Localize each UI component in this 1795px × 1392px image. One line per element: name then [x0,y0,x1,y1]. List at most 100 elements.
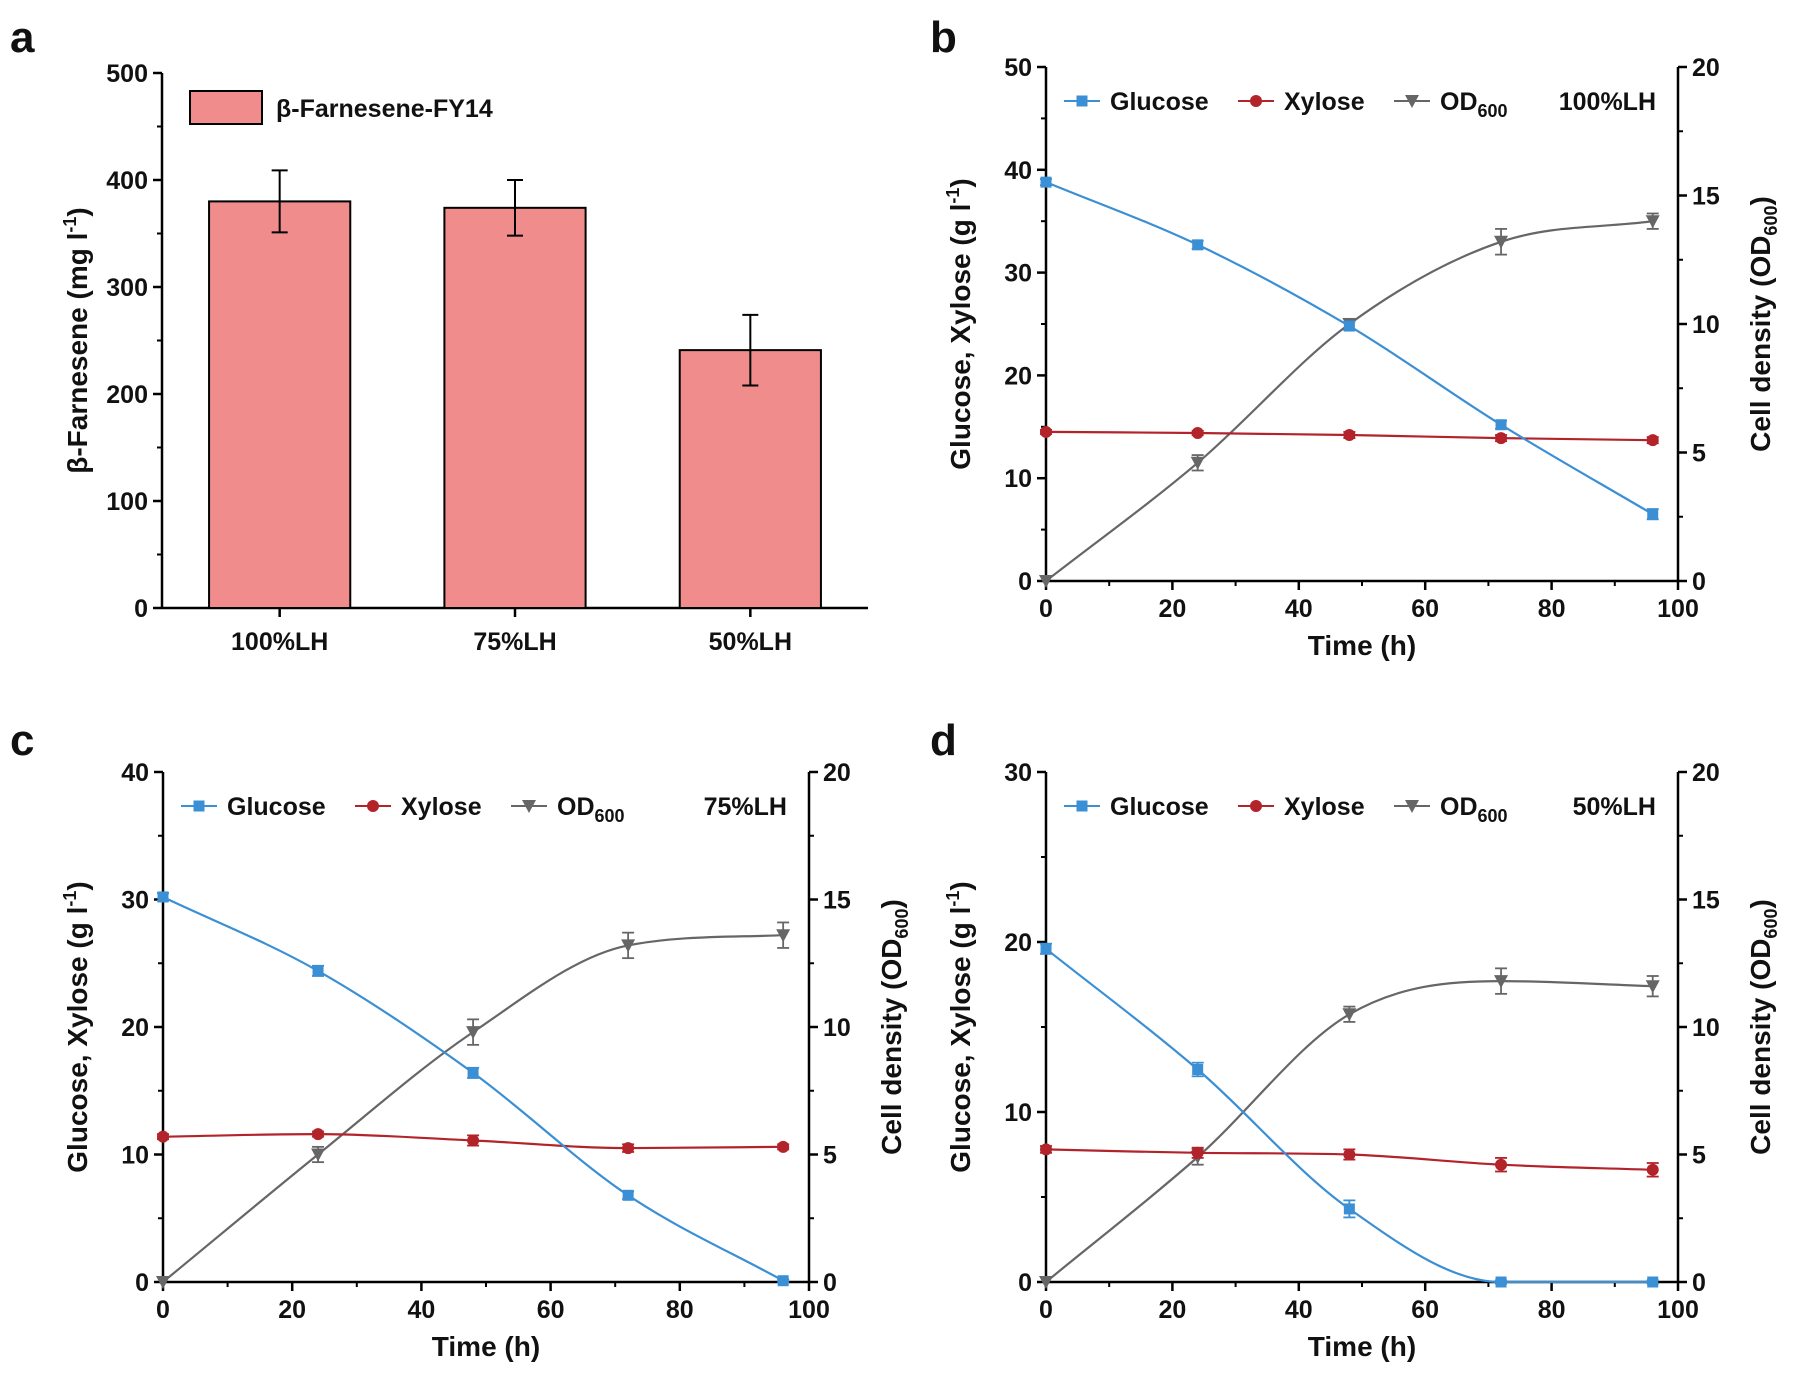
data-point-od-b [1039,575,1053,588]
y2-tick-label-b: 10 [1692,311,1720,339]
data-point-xylose-c [467,1134,480,1147]
x-tick-label-b: 20 [1158,595,1186,623]
data-point-glucose-b [1343,320,1355,332]
y-tick-label-c: 0 [135,1269,149,1297]
series-line-glucose-b [1045,181,1654,516]
x-tick-label-b: 100 [1657,595,1699,623]
legend-label-od-c: OD600 [557,793,625,826]
legend-label-glucose-c: Glucose [227,793,326,821]
data-point-glucose-b [1192,239,1204,251]
y-tick-label-a: 400 [106,167,148,195]
y-tick-label-a: 100 [106,488,148,516]
legend-label-xylose-d: Xylose [1284,793,1365,821]
legend-symbol-xylose-b-marker [1250,95,1262,107]
x-tick-label-d: 80 [1538,1296,1566,1324]
data-point-xylose-b [1191,426,1204,439]
data-point-glucose-d [1343,1203,1355,1215]
bar-100%LH [208,200,352,609]
y2-tick-label-b: 20 [1692,54,1720,82]
y-tick-label-c: 40 [121,759,149,787]
legend-symbol-glucose-c-marker [193,800,205,812]
x-axis-title-b: Time (h) [1308,630,1416,661]
data-point-od-d [1494,975,1509,989]
data-point-od-b [1494,235,1509,249]
data-point-glucose-c [157,891,169,903]
y-tick-label-c: 30 [121,887,149,915]
x-tick-label-a: 75%LH [473,628,556,656]
x-tick-label-b: 40 [1285,595,1313,623]
data-point-od-d [1645,980,1660,994]
legend-label-od-d: OD600 [1440,793,1508,826]
data-point-xylose-b [1495,432,1508,445]
x-axis-title-c: Time (h) [432,1331,540,1362]
y2-tick-label-b: 5 [1692,440,1706,468]
legend-symbol-xylose-c-marker [367,800,379,812]
legend-symbol-glucose-b-marker [1076,95,1088,107]
panel-letter-c: c [10,716,34,765]
data-point-od-d [1342,1008,1357,1022]
data-point-glucose-d [1040,943,1052,955]
y2-axis-title-b: Cell density (OD600) [1745,196,1781,452]
y-axis-title-a: β-Farnesene (mg l-1) [60,207,93,474]
y2-tick-label-d: 5 [1692,1142,1706,1170]
y-tick-label-a: 200 [106,381,148,409]
legend-swatch-a [189,90,263,125]
y-tick-label-d: 0 [1018,1269,1032,1297]
x-tick-label-b: 80 [1538,595,1566,623]
data-point-xylose-d [1646,1163,1659,1176]
legend-label-xylose-c: Xylose [401,793,482,821]
y-tick-label-b: 20 [1004,362,1032,390]
x-tick-label-a: 50%LH [709,628,792,656]
condition-label-d: 50%LH [1573,793,1656,821]
y-tick-label-d: 10 [1004,1099,1032,1127]
data-point-od-c [311,1148,326,1162]
data-point-xylose-c [622,1142,635,1155]
y-tick-label-b: 50 [1004,54,1032,82]
data-point-xylose-c [777,1140,790,1153]
x-tick-label-c: 20 [278,1296,306,1324]
data-point-od-d [1039,1276,1053,1289]
y2-tick-label-c: 10 [823,1014,851,1042]
x-tick-label-c: 60 [537,1296,565,1324]
data-point-glucose-c [467,1067,479,1079]
data-point-xylose-d [1191,1146,1204,1159]
data-point-od-c [466,1026,481,1040]
legend-symbol-xylose-d-marker [1250,800,1262,812]
y-axis-title-b: Glucose, Xylose (g l-1) [943,178,976,469]
data-point-glucose-d [1192,1064,1204,1075]
y-tick-label-d: 20 [1004,929,1032,957]
series-line-od-d [1045,979,1653,1283]
x-tick-label-d: 60 [1411,1296,1439,1324]
y2-axis-title-c: Cell density (OD600) [876,899,912,1155]
series-line-od-c [162,934,784,1283]
y-tick-label-a: 300 [106,274,148,302]
panel-a: a 0 100 200 300 400 500 100%LH 75%LH 50%LH β-Farne… [10,13,868,656]
x-tick-label-d: 100 [1657,1296,1699,1324]
y-tick-label-b: 40 [1004,157,1032,185]
y-tick-label-c: 10 [121,1142,149,1170]
data-point-od-c [776,929,791,943]
y-tick-label-b: 10 [1004,465,1032,493]
x-tick-label-b: 0 [1039,595,1053,623]
y-axis-title-d: Glucose, Xylose (g l-1) [943,881,976,1172]
x-tick-label-a: 100%LH [231,628,328,656]
data-point-glucose-c [622,1189,634,1201]
y2-tick-label-b: 15 [1692,183,1720,211]
x-tick-label-d: 20 [1158,1296,1186,1324]
x-tick-label-c: 0 [156,1296,170,1324]
data-point-xylose-b [1040,425,1052,438]
y2-tick-label-c: 15 [823,887,851,915]
data-point-od-b [1645,215,1660,229]
y-axis-title-c: Glucose, Xylose (g l-1) [60,881,93,1172]
panel-letter-d: d [930,716,957,765]
legend-symbol-glucose-d-marker [1076,800,1088,812]
legend-label-glucose-d: Glucose [1110,793,1209,821]
y-tick-label-b: 30 [1004,260,1032,288]
series-line-od-b [1045,220,1653,582]
y2-axis-title-d: Cell density (OD600) [1745,899,1781,1155]
y-tick-label-c: 20 [121,1014,149,1042]
y-tick-label-d: 30 [1004,759,1032,787]
legend-symbol-od-b-marker [1405,95,1419,108]
